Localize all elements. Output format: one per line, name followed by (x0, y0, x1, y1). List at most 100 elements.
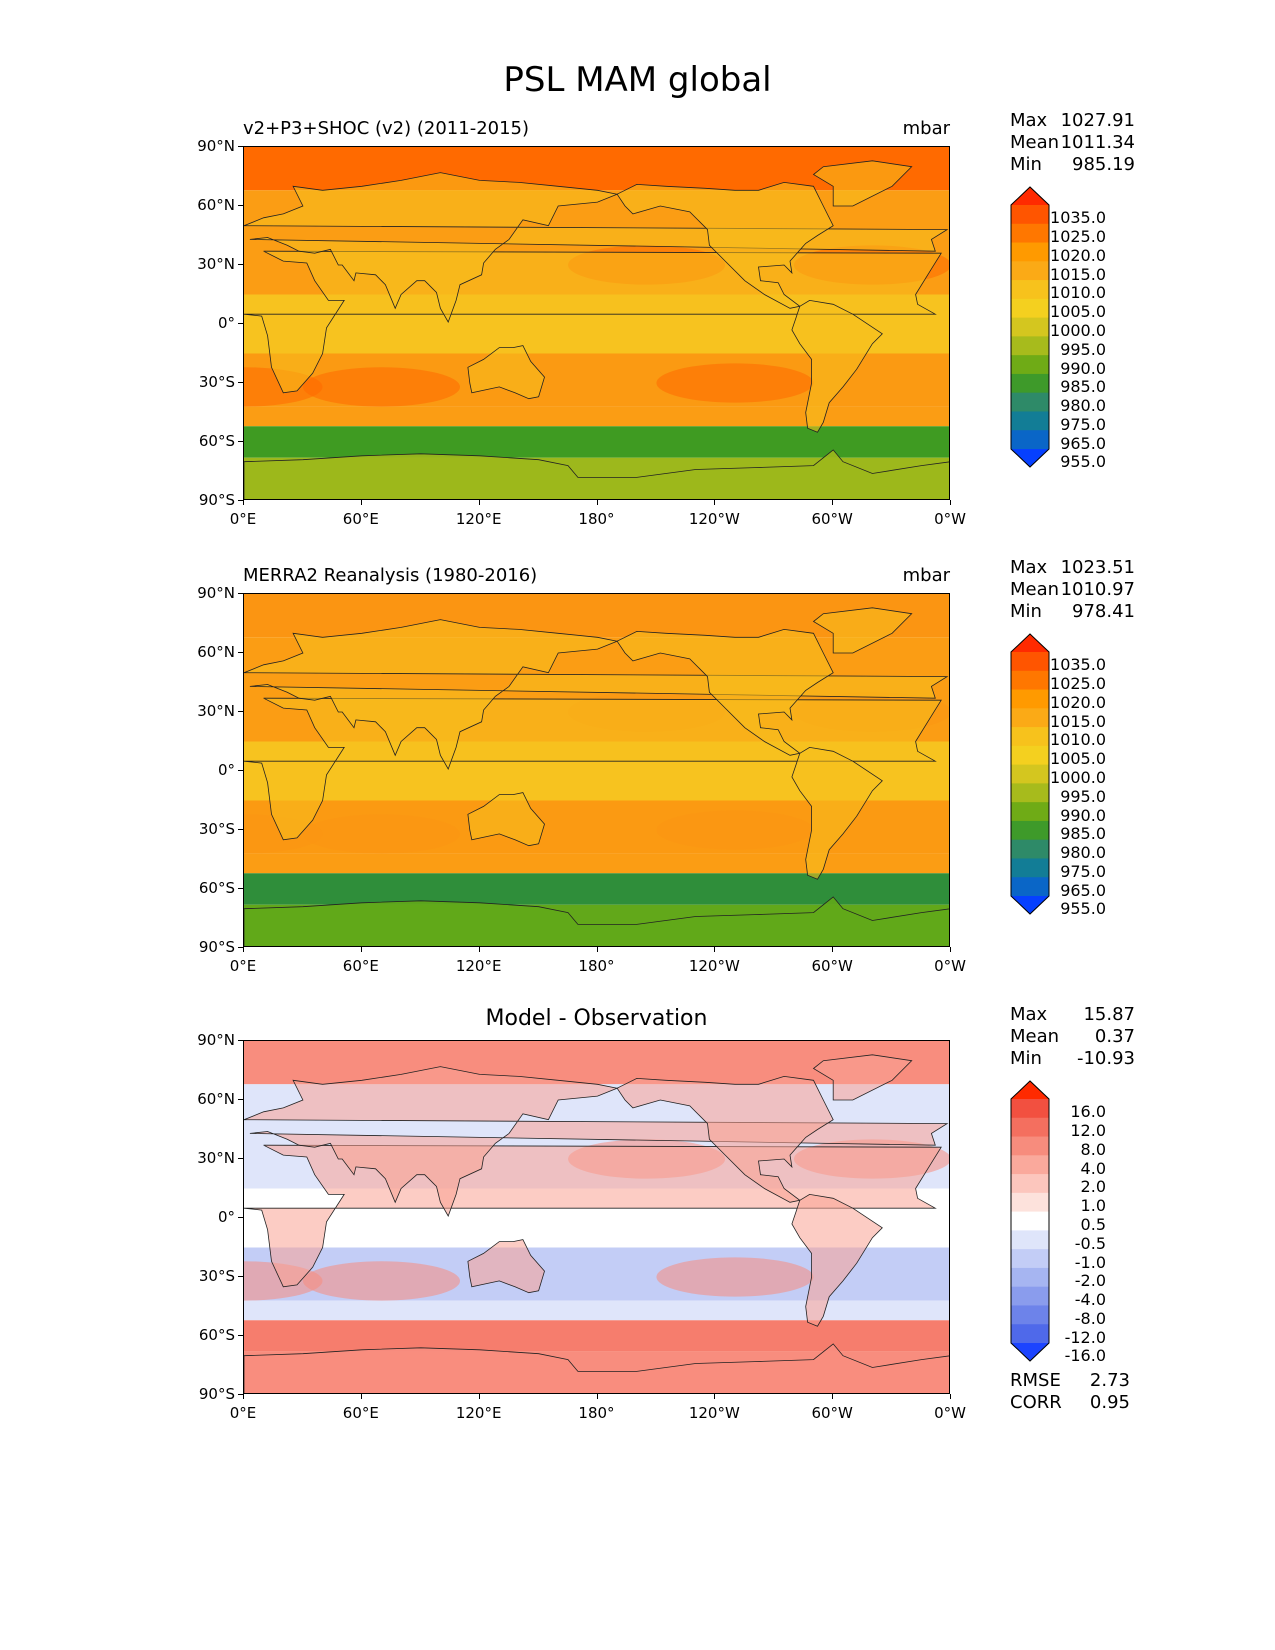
pressure-cell (302, 367, 461, 407)
samerica-coastline (791, 746, 883, 880)
colorbar-segment (1011, 727, 1049, 747)
colorbar-tick-label: 965.0 (1060, 433, 1106, 453)
lat-tick-mark (238, 1158, 243, 1159)
colorbar-segment (1011, 430, 1049, 450)
lat-tick-mark (238, 1394, 243, 1395)
colorbar-tick-label: 0.5 (1080, 1215, 1106, 1234)
stat-row: Mean 1010.97 (1010, 579, 1135, 601)
lon-tick-label: 60°W (811, 510, 853, 528)
colorbar-extend-min (1011, 1343, 1049, 1361)
lon-tick-label: 180° (578, 1404, 615, 1422)
lat-tick-label: 30°N (197, 255, 235, 273)
lat-tick-mark (238, 382, 243, 383)
colorbar-segment (1011, 1192, 1049, 1213)
lon-tick-label: 180° (578, 957, 615, 975)
lon-tick-mark (950, 1394, 951, 1399)
colorbar-segment (1011, 839, 1049, 859)
stat-value: 985.19 (1072, 154, 1135, 175)
samerica-coastline (791, 1193, 883, 1327)
lat-tick-label: 0° (217, 314, 235, 332)
colorbar-segment (1011, 708, 1049, 728)
lat-tick-mark (238, 652, 243, 653)
colorbar-segment (1011, 652, 1049, 672)
lon-tick-mark (360, 1394, 362, 1399)
colorbar-segment (1011, 689, 1049, 709)
stat-row: Max 1027.91 (1010, 110, 1135, 132)
australia-coastline (467, 792, 545, 847)
colorbar-segment (1011, 205, 1049, 225)
stat-value: 15.87 (1083, 1004, 1135, 1025)
colorbar-tick-label: 1020.0 (1050, 692, 1106, 712)
lon-tick-label: 0°E (229, 1404, 257, 1422)
colorbar-tick-label: -1.0 (1074, 1252, 1106, 1272)
stat-label: Min (1010, 601, 1042, 622)
colorbar-tick-label: 1035.0 (1050, 208, 1106, 228)
lat-tick-mark (238, 1276, 243, 1277)
lat-tick-mark (238, 1099, 243, 1100)
lon-tick-mark (596, 1394, 598, 1399)
stats-block: Max 15.87 Mean 0.37 Min -10.93 (1010, 1004, 1135, 1070)
colorbar-tick-label: -16.0 (1064, 1346, 1106, 1366)
lat-tick-mark (238, 323, 243, 324)
stat-row: Max 1023.51 (1010, 557, 1135, 579)
units-label: mbar (902, 565, 950, 586)
colorbar-segment (1011, 1136, 1049, 1156)
greenland-coastline (812, 160, 913, 207)
colorbar-tick-label: 1000.0 (1050, 321, 1106, 340)
lon-tick-label: 60°E (342, 510, 379, 528)
stat-label: Min (1010, 1048, 1042, 1069)
stat-row: CORR 0.95 (1010, 1392, 1130, 1414)
lon-tick-mark (478, 500, 480, 505)
stat-value: 0.95 (1089, 1392, 1130, 1413)
panel-title: MERRA2 Reanalysis (1980-2016) (243, 565, 538, 586)
lat-band (244, 426, 949, 458)
colorbar (1010, 633, 1050, 915)
colorbar-tick-label: 1025.0 (1050, 674, 1106, 694)
stat-row: Min 978.41 (1010, 601, 1135, 623)
lon-tick-mark (950, 500, 951, 505)
colorbar-segment (1011, 877, 1049, 897)
colorbar-outline (1010, 1080, 1050, 1362)
colorbar-segment (1011, 1305, 1049, 1325)
lon-tick-label: 60°E (342, 1404, 379, 1422)
stats-block: Max 1027.91 Mean 1011.34 Min 985.19 (1010, 110, 1135, 176)
lat-tick-mark (238, 441, 243, 442)
lon-tick-mark (950, 947, 951, 952)
colorbar-segment (1011, 355, 1049, 375)
colorbar-tick-label: 1025.0 (1050, 227, 1106, 247)
colorbar-tick-label: 995.0 (1060, 339, 1106, 359)
colorbar-tick-label: 965.0 (1060, 880, 1106, 900)
colorbar-tick-label: 985.0 (1060, 377, 1106, 397)
colorbar-tick-label: 985.0 (1060, 824, 1106, 844)
colorbar-segment (1011, 764, 1049, 784)
lon-tick-label: 60°E (342, 957, 379, 975)
lon-tick-label: 0°W (934, 957, 966, 975)
colorbar-segment (1011, 1117, 1049, 1138)
colorbar-outline (1010, 186, 1050, 468)
lon-tick-mark (243, 500, 244, 505)
pressure-cell (656, 363, 814, 403)
colorbar-extend-min (1011, 449, 1049, 467)
colorbar-tick-label: 1005.0 (1050, 302, 1106, 322)
lat-tick-label: 30°S (198, 1267, 235, 1285)
lat-band (244, 853, 949, 874)
stats-block: Max 1023.51 Mean 1010.97 Min 978.41 (1010, 557, 1135, 623)
colorbar-tick-label: 990.0 (1060, 805, 1106, 825)
stat-label: Max (1010, 110, 1048, 131)
stat-label: Mean (1010, 579, 1060, 600)
stat-row: Max 15.87 (1010, 1004, 1135, 1026)
colorbar-segment (1011, 858, 1049, 878)
colorbar-tick-label: 955.0 (1060, 452, 1106, 472)
lat-band (244, 873, 949, 905)
lat-tick-label: 30°S (198, 373, 235, 391)
colorbar-tick-label: 4.0 (1080, 1158, 1106, 1178)
lon-tick-mark (832, 1394, 834, 1399)
lon-tick-mark (243, 947, 244, 952)
stat-value: 0.37 (1094, 1026, 1135, 1047)
namerica-coastline (616, 628, 834, 756)
lon-tick-label: 0°E (229, 510, 257, 528)
lon-tick-mark (596, 947, 598, 952)
lon-tick-mark (478, 947, 480, 952)
colorbar-segment (1011, 317, 1049, 337)
lon-tick-label: 120°E (455, 957, 502, 975)
